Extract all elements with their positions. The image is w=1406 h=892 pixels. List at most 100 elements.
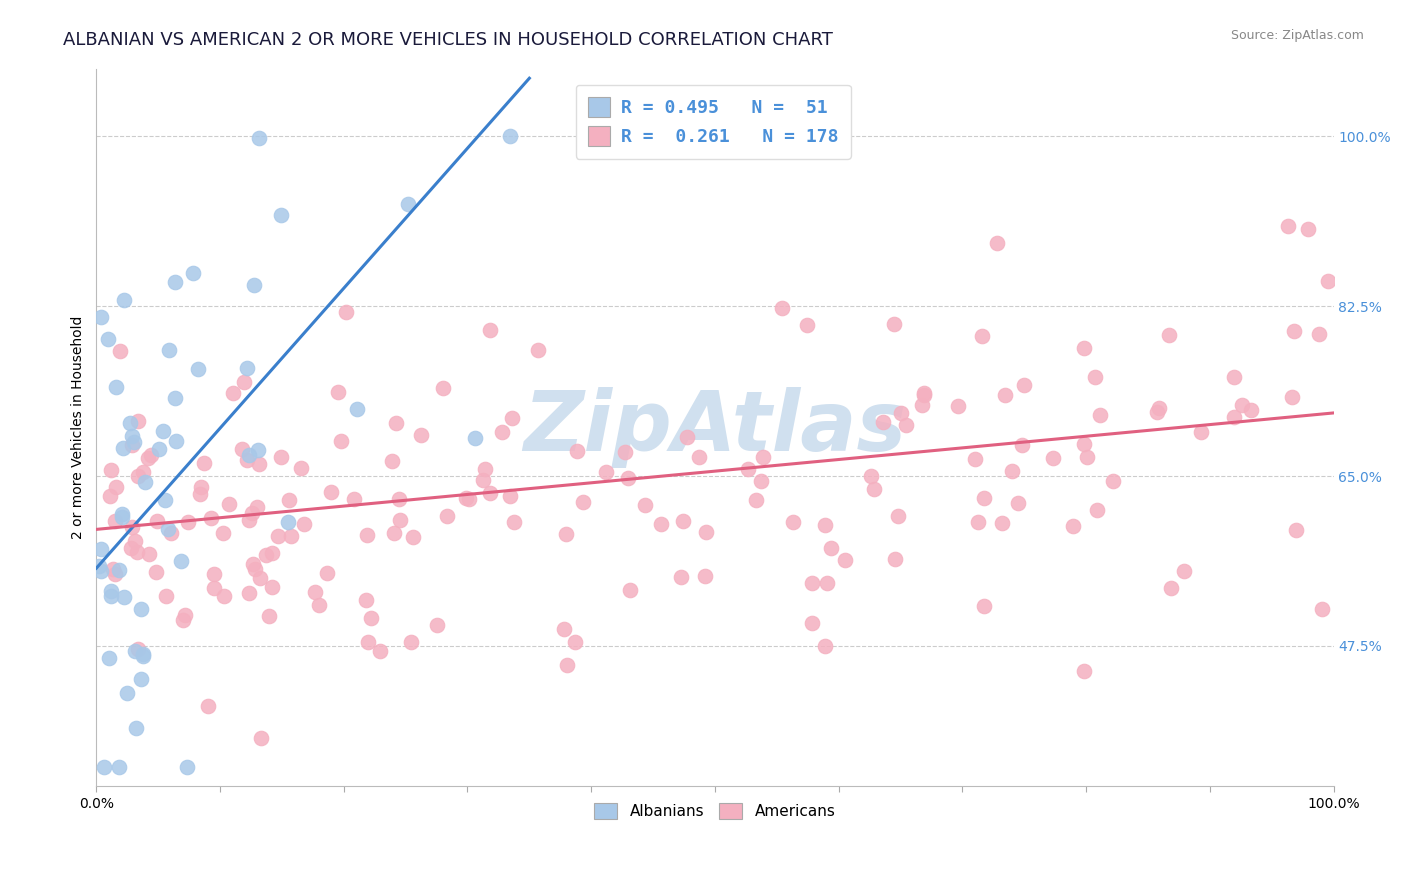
Point	[90, 310, 112, 324]
Point	[238, 448, 260, 462]
Point	[202, 581, 225, 595]
Point	[260, 545, 283, 559]
Point	[1160, 582, 1182, 596]
Point	[111, 441, 134, 455]
Point	[112, 590, 135, 604]
Point	[1223, 370, 1246, 384]
Point	[146, 514, 169, 528]
Point	[650, 517, 672, 532]
Point	[108, 343, 131, 358]
Point	[139, 448, 162, 462]
Point	[1223, 409, 1246, 424]
Point	[499, 129, 522, 144]
Point	[890, 406, 912, 420]
Point	[1284, 324, 1306, 338]
Point	[346, 401, 368, 416]
Point	[100, 589, 122, 603]
Point	[456, 491, 478, 505]
Point	[183, 266, 205, 280]
Point	[240, 506, 263, 520]
Point	[1084, 370, 1107, 384]
Point	[290, 461, 312, 475]
Point	[254, 548, 277, 562]
Point	[257, 608, 280, 623]
Point	[165, 391, 187, 405]
Point	[104, 567, 127, 582]
Point	[236, 453, 259, 467]
Point	[233, 376, 256, 390]
Point	[122, 434, 145, 449]
Point	[749, 474, 772, 488]
Point	[127, 414, 149, 428]
Point	[389, 513, 412, 527]
Point	[617, 471, 640, 485]
Point	[200, 510, 222, 524]
Point	[860, 468, 883, 483]
Point	[382, 526, 405, 541]
Point	[121, 438, 143, 452]
Point	[155, 589, 177, 603]
Point	[93, 760, 115, 774]
Point	[134, 475, 156, 489]
Point	[614, 444, 637, 458]
Point	[197, 699, 219, 714]
Point	[100, 583, 122, 598]
Point	[104, 379, 127, 393]
Point	[1159, 327, 1181, 342]
Point	[1281, 390, 1303, 404]
Point	[127, 469, 149, 483]
Point	[478, 323, 501, 337]
Point	[564, 634, 586, 648]
Point	[304, 585, 326, 599]
Point	[202, 566, 225, 581]
Point	[131, 672, 153, 686]
Point	[820, 541, 842, 556]
Text: ZipAtlas: ZipAtlas	[523, 387, 907, 468]
Point	[1011, 438, 1033, 452]
Point	[634, 498, 657, 512]
Point	[770, 301, 793, 316]
Point	[1073, 342, 1095, 356]
Point	[813, 639, 835, 653]
Point	[101, 562, 124, 576]
Point	[105, 480, 128, 494]
Point	[527, 343, 550, 357]
Point	[172, 613, 194, 627]
Text: Source: ZipAtlas.com: Source: ZipAtlas.com	[1230, 29, 1364, 42]
Point	[111, 507, 134, 521]
Point	[292, 516, 315, 531]
Point	[125, 721, 148, 735]
Point	[157, 522, 180, 536]
Point	[1073, 664, 1095, 678]
Point	[1085, 503, 1108, 517]
Point	[1088, 408, 1111, 422]
Point	[260, 580, 283, 594]
Point	[1007, 496, 1029, 510]
Point	[278, 493, 301, 508]
Point	[872, 415, 894, 429]
Point	[90, 541, 112, 556]
Point	[396, 196, 419, 211]
Point	[127, 641, 149, 656]
Point	[112, 293, 135, 307]
Point	[1062, 519, 1084, 533]
Point	[1076, 450, 1098, 465]
Point	[1173, 564, 1195, 578]
Point	[330, 434, 353, 448]
Point	[249, 731, 271, 745]
Point	[121, 429, 143, 443]
Point	[464, 431, 486, 445]
Point	[270, 208, 292, 222]
Point	[176, 760, 198, 774]
Point	[132, 465, 155, 479]
Point	[695, 524, 717, 539]
Point	[669, 569, 692, 583]
Point	[672, 514, 695, 528]
Point	[695, 568, 717, 582]
Point	[188, 487, 211, 501]
Point	[360, 611, 382, 625]
Point	[170, 553, 193, 567]
Point	[676, 430, 699, 444]
Point	[1277, 219, 1299, 233]
Point	[990, 516, 1012, 531]
